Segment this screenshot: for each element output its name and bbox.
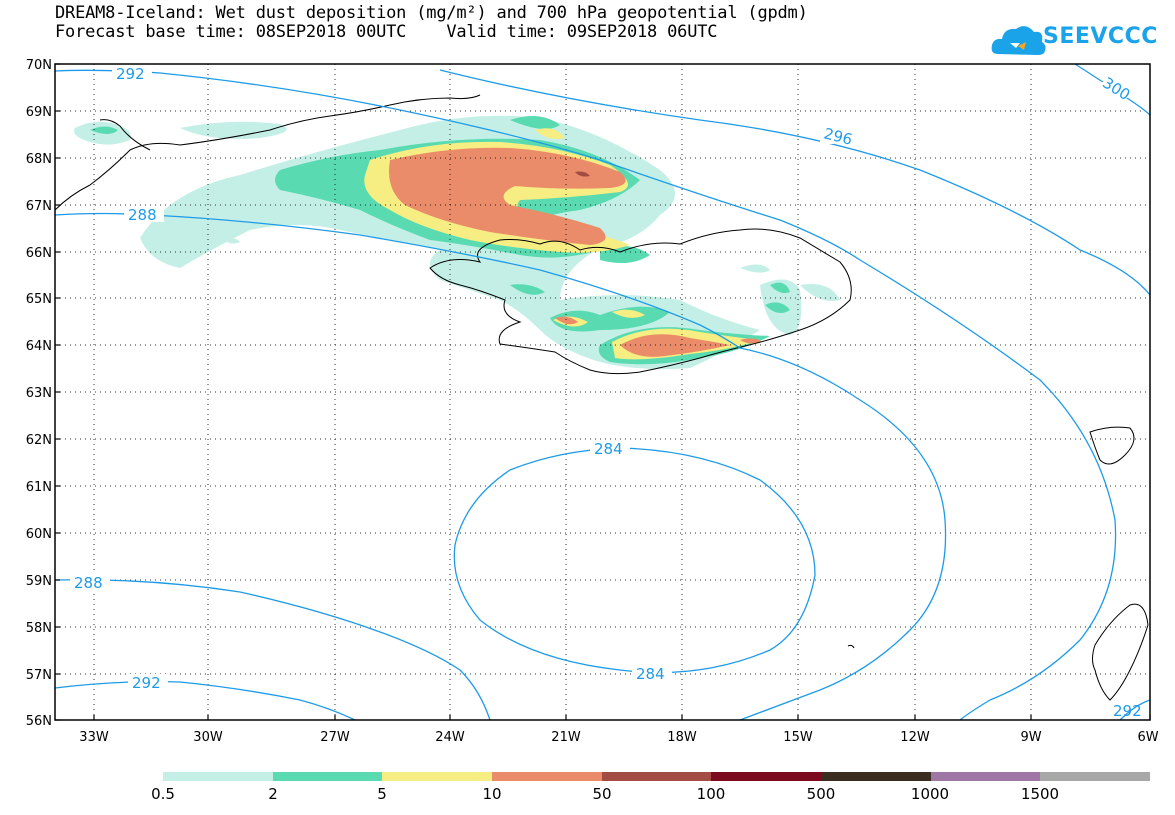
iceland-coastline [429,228,852,375]
dust-zone-green [90,126,118,134]
lat-label: 58N [26,621,52,636]
lat-label: 69N [26,105,52,120]
legend-label: 100 [696,785,726,803]
lon-label: 18W [667,730,697,745]
contour-label: 292 [116,65,145,83]
legend-swatch [382,772,493,781]
legend-label: 10 [482,785,502,803]
legend-label: 0.5 [151,785,175,803]
lon-label: 27W [320,730,350,745]
dust-zone-light [180,121,287,139]
lon-label: 30W [193,730,223,745]
greenland-coastline [99,119,151,151]
lat-label: 66N [26,246,52,261]
lat-label: 70N [26,58,52,73]
map-title-line1: DREAM8-Iceland: Wet dust deposition (mg/… [55,3,808,23]
lat-label: 63N [26,386,52,401]
lat-label: 65N [26,292,52,307]
map-title-line2: Forecast base time: 08SEP2018 00UTC Vali… [55,22,718,42]
legend-swatch [711,772,822,781]
lat-label: 68N [26,152,52,167]
contour-292-north [54,69,861,261]
contour-labels: 292 288 296 300 284 284 288 292 292 [70,65,1142,720]
dust-zone-yellow [612,309,645,318]
dust-zone-light [225,238,240,244]
lat-label: 56N [26,714,52,729]
norway-coastline [1089,426,1135,465]
lat-label: 57N [26,668,52,683]
legend-swatch [272,772,383,781]
dust-zone-orange [620,334,730,357]
logo-text: SEEVCCC [1043,24,1158,49]
contour-label: 288 [128,206,157,224]
legend-swatch [1040,772,1151,781]
legend-label: 5 [377,785,387,803]
legend-label: 500 [806,785,836,803]
lat-label: 60N [26,527,52,542]
contour-288-south [54,579,491,721]
contour-288-big [739,347,947,721]
lon-label: 33W [79,730,109,745]
latitude-labels: 70N 69N 68N 67N 66N 65N 64N 63N 62N 61N … [26,58,52,729]
lon-label: 15W [783,730,813,745]
contour-300 [1074,63,1151,116]
legend-label: 50 [592,785,612,803]
lon-label: 6W [1137,730,1158,745]
dust-zone-green [770,282,790,294]
greenland-coastline [54,94,481,211]
dust-zone-light [740,264,770,273]
lat-label: 67N [26,199,52,214]
dust-zone-orange [575,171,590,177]
legend-swatch [821,772,931,781]
dust-zone-green [600,246,650,264]
contour-label: 284 [594,440,623,458]
contour-284 [453,447,816,674]
legend-label: 2 [268,785,278,803]
legend-swatch [601,772,712,781]
legend-swatch [492,772,602,781]
dust-zone-yellow [535,128,565,139]
contour-label: 284 [636,665,665,683]
lon-label: 21W [551,730,581,745]
cloud-logo-icon [991,26,1046,55]
dust-zone-green [510,284,545,295]
dust-zone-green [765,302,790,314]
dust-zone-orange [389,147,626,245]
coastline-layer [54,94,1149,701]
lon-label: 24W [435,730,465,745]
contour-label: 292 [132,674,161,692]
lat-label: 59N [26,574,52,589]
lon-label: 9W [1020,730,1041,745]
dust-zone-light [800,284,840,301]
contour-label: 292 [1113,702,1142,720]
legend-swatch [163,772,273,781]
color-legend [163,772,1151,781]
contour-296-corner [1119,699,1151,721]
dust-zone-orange [740,338,762,344]
lat-label: 64N [26,339,52,354]
contour-296-south [859,259,1117,721]
contour-296 [439,69,1151,296]
lat-label: 62N [26,433,52,448]
faroe-coastline [847,644,855,649]
contour-label: 288 [74,574,103,592]
dust-deposition-layer [74,115,840,370]
legend-swatch [930,772,1041,781]
dust-zone-green [510,116,560,129]
axis-ticks [55,63,1151,721]
scotland-coastline [1092,603,1149,701]
contour-292-south [54,680,356,721]
lat-label: 61N [26,480,52,495]
dust-zone-orange [555,316,578,325]
legend-label: 1000 [910,785,950,803]
longitude-labels: 33W 30W 27W 24W 21W 18W 15W 12W 9W 6W [79,730,1158,745]
lon-label: 12W [900,730,930,745]
legend-label: 1500 [1020,785,1060,803]
